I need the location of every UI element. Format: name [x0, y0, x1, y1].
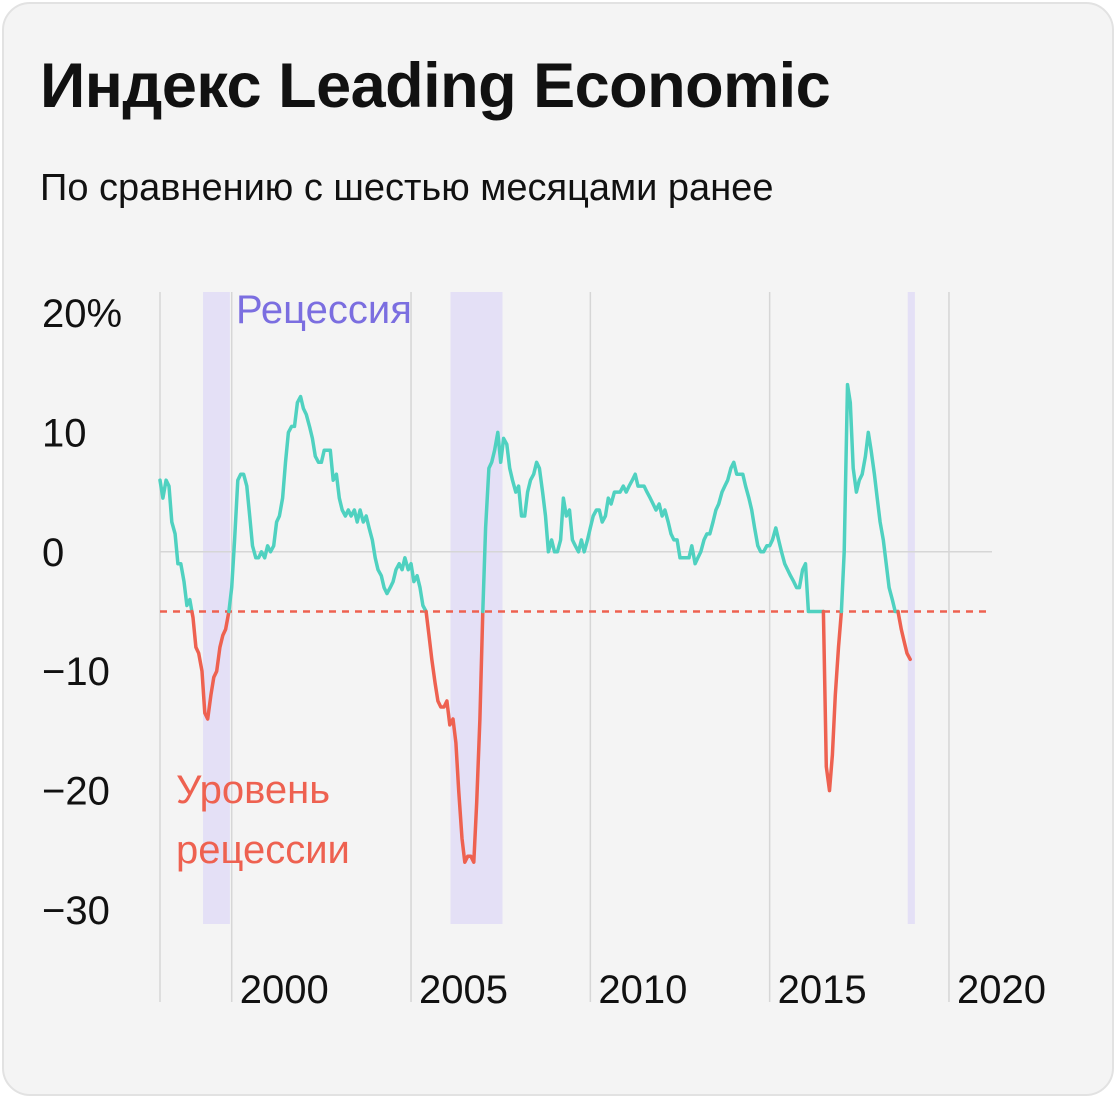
y-axis-labels: 20% 10 0 −10 −20 −30 [42, 292, 122, 933]
y-tick-label: 0 [42, 531, 64, 575]
threshold-label: Уровень [176, 768, 330, 812]
y-tick-label: −30 [42, 889, 110, 933]
series-line-below-threshold [821, 609, 844, 793]
series-line-below-threshold [896, 609, 912, 662]
x-tick-label: 2020 [957, 968, 1046, 1012]
x-tick-label: 2000 [240, 968, 329, 1012]
y-tick-label: −20 [42, 770, 110, 814]
series-line-below-threshold [424, 609, 485, 864]
x-tick-label: 2005 [419, 968, 508, 1012]
series-line-above-threshold [481, 430, 826, 614]
chart-subtitle: По сравнению с шестью месяцами ранее [40, 167, 774, 209]
data-lines [158, 382, 912, 864]
series-line-below-threshold [190, 609, 231, 721]
series-line-above-threshold [839, 382, 900, 614]
recession-band [907, 292, 915, 924]
recession-band [203, 292, 230, 924]
x-tick-label: 2010 [598, 968, 687, 1012]
series-line-above-threshold [227, 394, 428, 614]
y-tick-label: 20% [42, 292, 122, 336]
y-tick-label: −10 [42, 650, 110, 694]
recession-bands [203, 292, 915, 924]
annotations: Рецессия Уровень рецессии [176, 288, 412, 872]
chart-title: Индекс Leading Economic [40, 51, 831, 121]
threshold-label: рецессии [176, 828, 350, 872]
y-tick-label: 10 [42, 411, 87, 455]
recession-label: Рецессия [236, 288, 412, 332]
x-axis-labels: 2000 2005 2010 2015 2020 [240, 968, 1046, 1012]
x-tick-label: 2015 [778, 968, 867, 1012]
series-line-above-threshold [158, 478, 194, 614]
gridlines [159, 292, 992, 1002]
